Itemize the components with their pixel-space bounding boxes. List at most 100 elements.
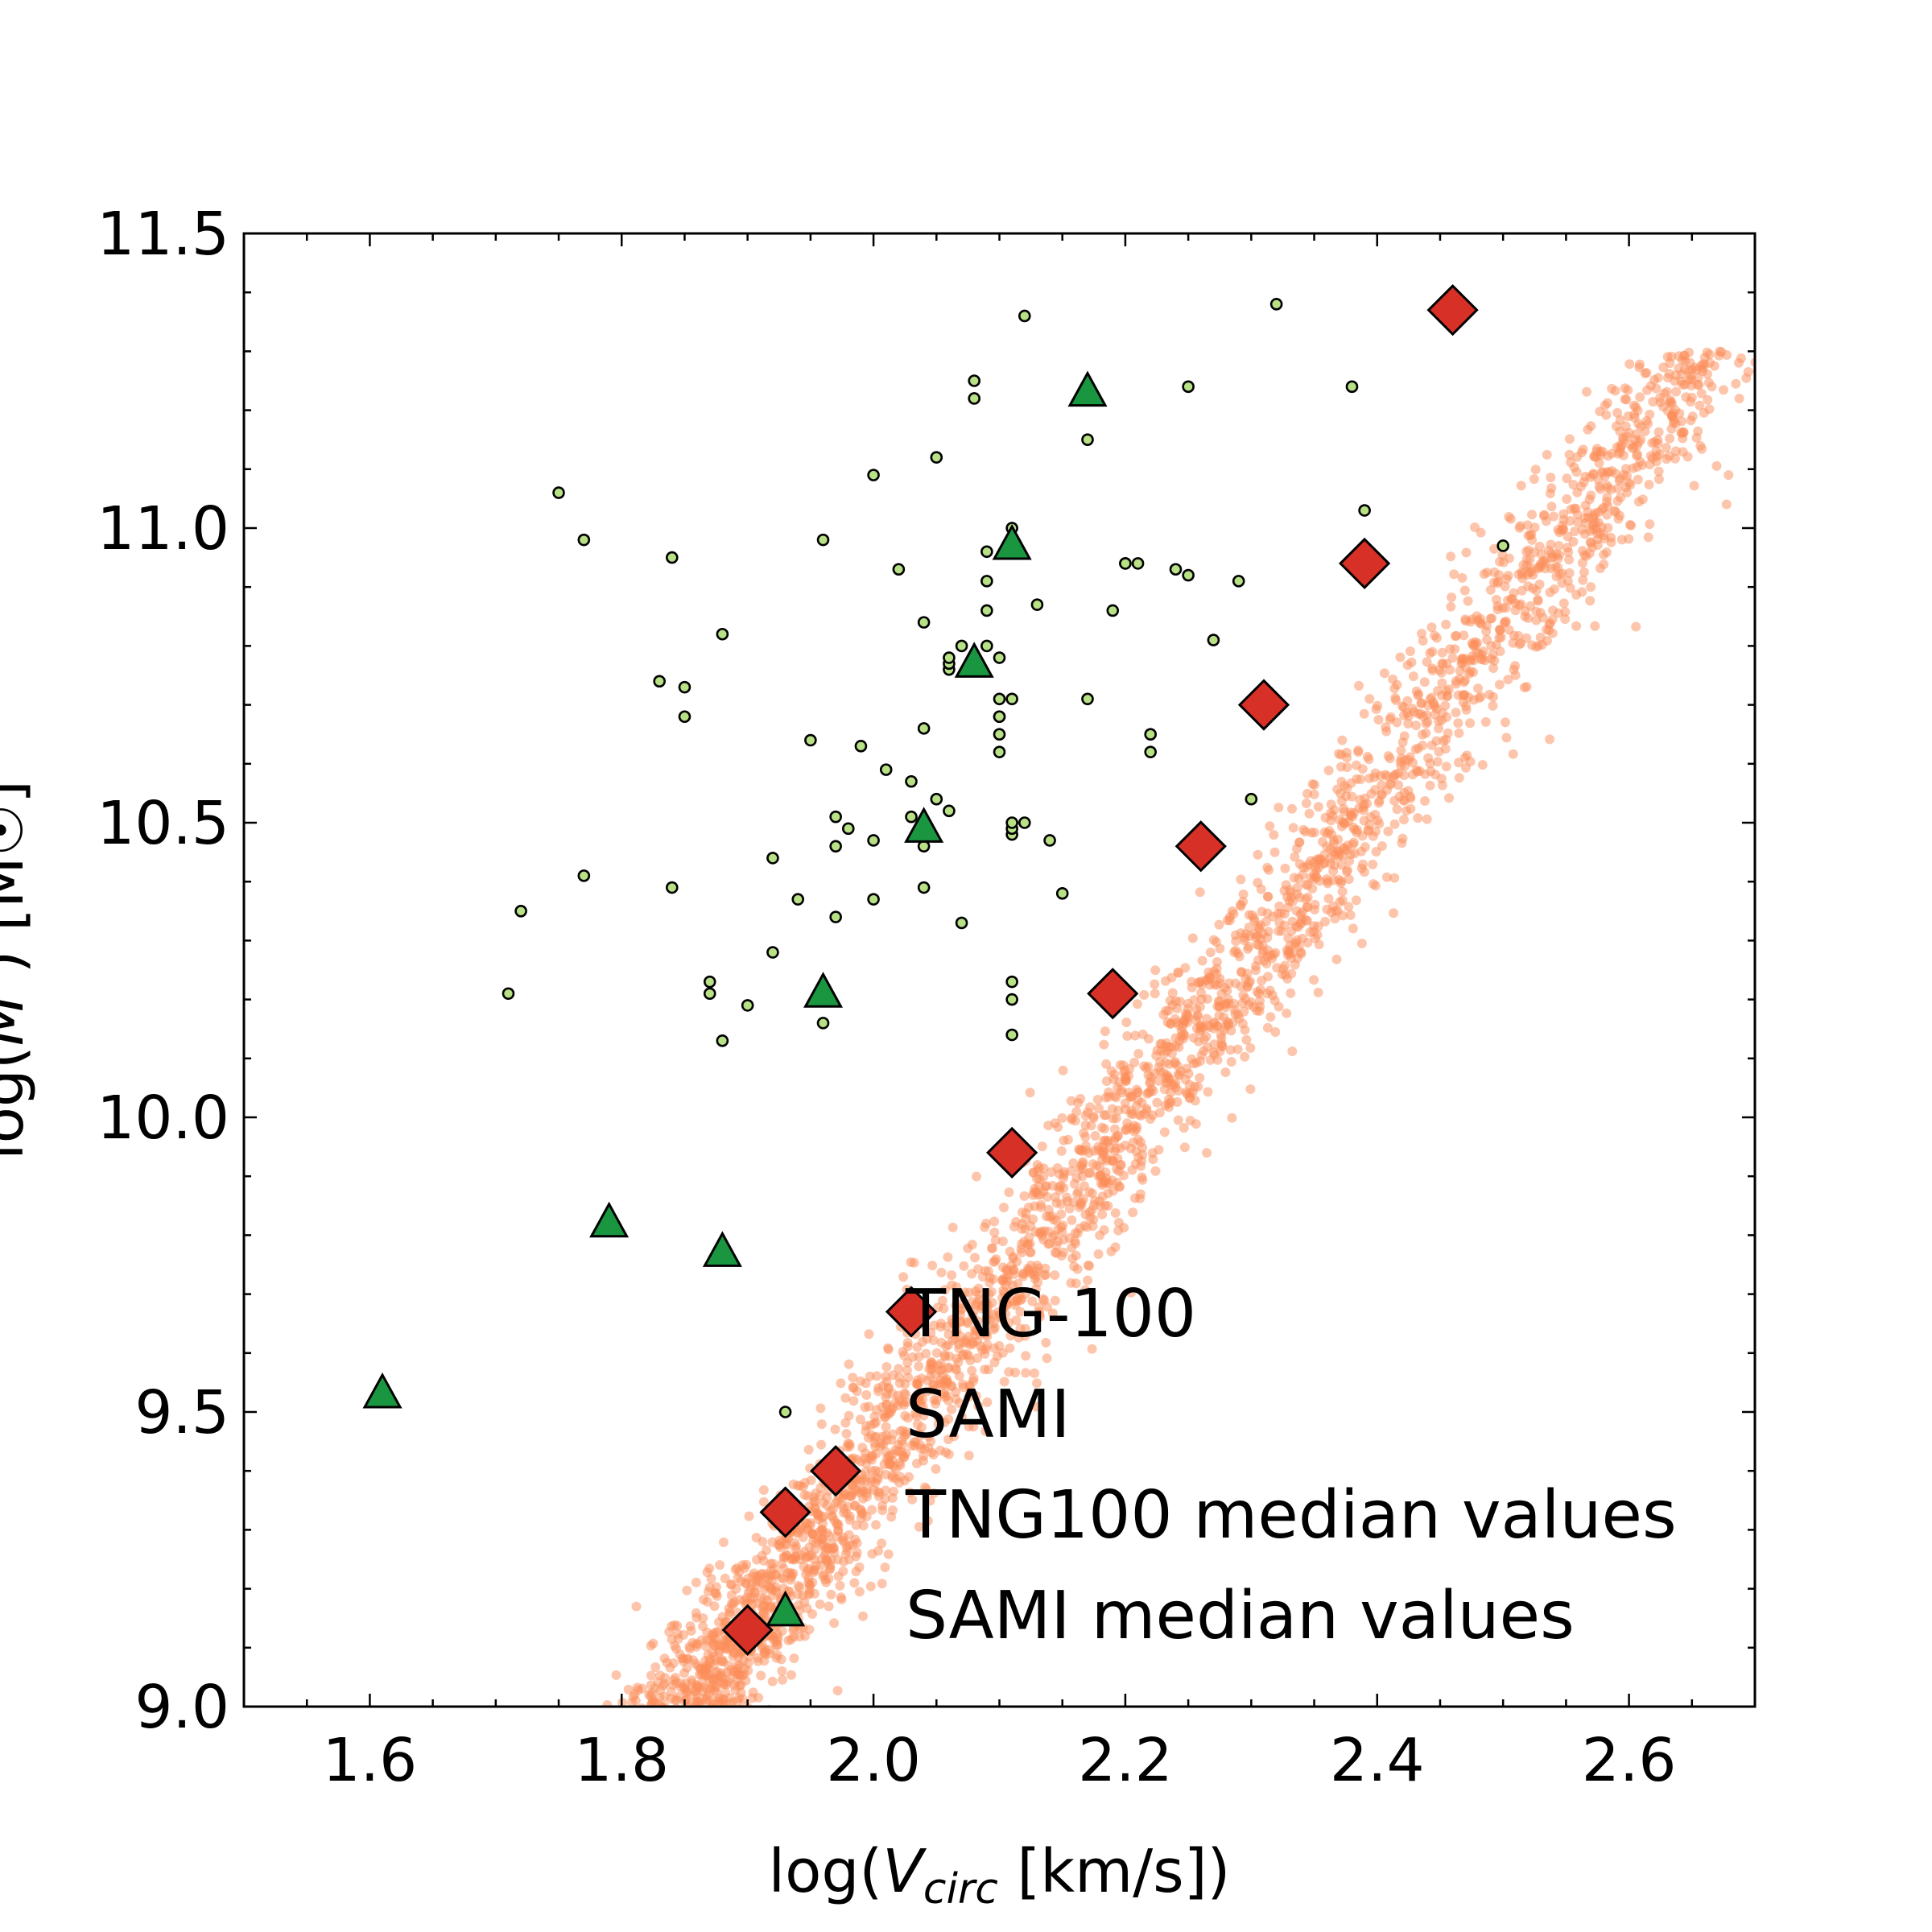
tng-point <box>829 1618 840 1629</box>
tng-point <box>1665 433 1675 444</box>
tng-point <box>1594 507 1604 518</box>
tng-point <box>1043 1121 1054 1131</box>
tng-point <box>1383 826 1393 836</box>
tng-point <box>867 1549 877 1559</box>
tng-point <box>1232 1044 1243 1055</box>
tng-point <box>1681 392 1691 402</box>
tng-point <box>1120 1140 1130 1150</box>
tng-point <box>975 1294 985 1305</box>
tng-point <box>682 1585 692 1596</box>
tng-point <box>1527 510 1537 520</box>
y-axis-label-suffix: ) [M☉] <box>0 780 37 973</box>
tng-point <box>1121 1125 1132 1135</box>
tng-point <box>1703 394 1713 405</box>
tng-point <box>967 1297 977 1307</box>
tng-point <box>1653 474 1664 485</box>
tng-point <box>1338 910 1348 921</box>
tng-point <box>1150 989 1160 999</box>
tng-point <box>1058 1247 1068 1257</box>
tng-point <box>1282 1008 1292 1018</box>
tng-point <box>1558 509 1569 519</box>
tng-point <box>1132 999 1142 1009</box>
tng-point <box>611 1670 621 1680</box>
tng-point <box>1564 555 1575 565</box>
tng-point <box>702 1627 712 1637</box>
tng-point <box>1620 394 1630 404</box>
tng-point <box>811 1538 821 1548</box>
tng-point <box>1332 784 1343 795</box>
tng-point <box>809 1564 819 1575</box>
sami-point <box>930 792 943 806</box>
tng-point <box>1280 863 1290 873</box>
tng-point <box>840 1418 851 1428</box>
tng-median-diamond <box>1237 679 1290 731</box>
tng-point <box>967 1365 977 1376</box>
tng-point <box>863 1433 873 1443</box>
tng-point <box>1220 999 1231 1009</box>
tng-point <box>1622 471 1632 481</box>
tng-point <box>1488 700 1498 711</box>
sami-point <box>1081 433 1094 447</box>
tng-point <box>1078 1194 1088 1204</box>
tng-point <box>1137 1142 1148 1153</box>
tng-point <box>1508 749 1518 759</box>
tng-point <box>1640 426 1650 436</box>
tng-point <box>1666 351 1677 361</box>
tng-point <box>838 1532 848 1542</box>
tng-point <box>741 1579 751 1589</box>
tng-point <box>1693 426 1703 436</box>
tng-point <box>1474 693 1484 704</box>
tng-point <box>989 1319 999 1329</box>
tng-point <box>1612 407 1623 418</box>
tng-point <box>1523 613 1534 623</box>
tng-point <box>1159 1127 1170 1137</box>
tng-point <box>1461 547 1472 558</box>
tng-point <box>1522 520 1533 530</box>
tng-point <box>1354 803 1364 814</box>
tng-point <box>1349 848 1360 859</box>
tng-point <box>1611 421 1621 431</box>
tng-point <box>791 1543 800 1554</box>
tng-point <box>1459 677 1469 687</box>
tng-point <box>851 1520 861 1530</box>
tng-point <box>997 1236 1008 1246</box>
tng-point <box>898 1272 909 1282</box>
tng-point <box>1370 768 1381 778</box>
sami-point <box>703 987 716 1001</box>
tng-point <box>1262 891 1273 902</box>
tng-point <box>881 1392 891 1402</box>
tng-point <box>1689 481 1699 491</box>
tng-point <box>1021 1351 1031 1361</box>
tng-point <box>1595 564 1605 573</box>
tng-point <box>1642 385 1653 395</box>
tng-point <box>1565 434 1575 444</box>
tng-point <box>1348 811 1358 822</box>
tng-point <box>1269 830 1279 840</box>
tng-point <box>1632 462 1642 472</box>
tng-point <box>1122 1031 1133 1041</box>
tng-point <box>1451 676 1461 687</box>
tng-point <box>1269 847 1280 857</box>
tng-point <box>1195 977 1205 988</box>
tng-point <box>1451 630 1462 641</box>
tng-point <box>832 1686 843 1696</box>
tng-point <box>1626 520 1637 530</box>
tng-point <box>1381 722 1391 733</box>
tng-point <box>1370 785 1380 795</box>
tng-point <box>1534 579 1545 589</box>
tng-point <box>1318 836 1327 847</box>
tng-point <box>1437 647 1447 658</box>
tng-point <box>650 1662 661 1672</box>
tng-point <box>1620 464 1631 474</box>
tng-point <box>1641 415 1652 426</box>
y-tick-label: 10.5 <box>97 789 229 858</box>
tng-point <box>1102 1137 1113 1147</box>
tng-point <box>1500 717 1510 728</box>
tng-point <box>711 1674 721 1684</box>
tng-point <box>820 1546 831 1556</box>
tng-point <box>685 1644 696 1654</box>
tng-point <box>1571 621 1582 631</box>
tng-point <box>1572 487 1583 497</box>
tng-point <box>1025 1247 1035 1257</box>
tng-point <box>877 1402 887 1412</box>
